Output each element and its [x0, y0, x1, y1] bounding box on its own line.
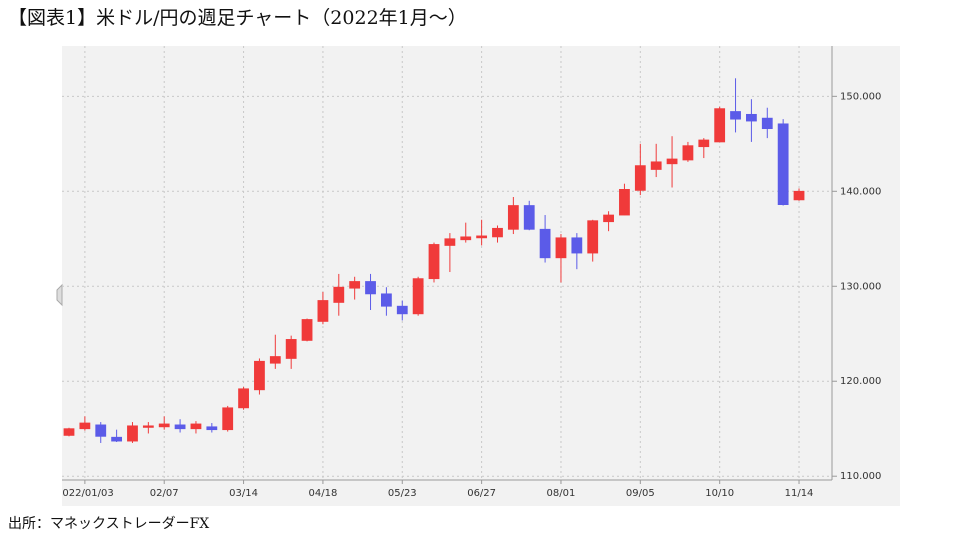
candle-body: [523, 205, 535, 230]
candle-body: [793, 190, 805, 201]
x-tick-label: 03/14: [229, 488, 258, 499]
candle-body: [444, 238, 456, 246]
candle-body: [206, 426, 218, 431]
candle-body: [158, 423, 170, 428]
candle-body: [666, 158, 678, 165]
y-tick-label: 150.000: [840, 91, 881, 102]
candle-body: [634, 165, 646, 191]
candle-body: [714, 108, 726, 143]
candle-body: [174, 424, 186, 430]
candle-body: [650, 161, 662, 170]
candle-body: [254, 360, 265, 391]
candle-body: [492, 227, 503, 238]
chart-title: 【図表1】米ドル/円の週足チャート（2022年1月～）: [8, 7, 467, 29]
candle-body: [317, 300, 329, 322]
y-tick-label: 120.000: [840, 376, 881, 387]
candle-body: [301, 319, 313, 341]
candle-body: [412, 278, 424, 315]
candle-body: [603, 214, 614, 223]
candle-body: [507, 205, 519, 230]
candle-body: [95, 424, 107, 437]
candle-body: [190, 423, 202, 430]
y-tick-label: 110.000: [840, 471, 881, 482]
candle-body: [396, 305, 408, 315]
candle-body: [238, 388, 249, 409]
candle-body: [142, 425, 154, 428]
candle-body: [777, 123, 789, 205]
candle-body: [269, 356, 281, 364]
candle-body: [682, 145, 694, 161]
x-tick-label: 04/18: [309, 488, 338, 499]
candle-body: [380, 293, 392, 307]
candle-body: [127, 425, 138, 442]
candle-body: [460, 236, 472, 241]
x-tick-label: 09/05: [626, 488, 655, 499]
plot: 2022/01/03 02/07 03/14 04/18 05/23 06/27 08/01…: [56, 46, 832, 499]
candle-body: [285, 339, 297, 359]
candle-body: [333, 286, 345, 303]
scroll-handle: [56, 283, 63, 307]
candle-body: [746, 113, 757, 122]
candle-body: [539, 228, 551, 259]
x-tick-label: 02/07: [150, 488, 179, 499]
candle-body: [79, 422, 91, 430]
candle-body: [63, 428, 75, 436]
candle-body: [111, 436, 123, 442]
candle-body: [428, 244, 440, 280]
candle-body: [761, 117, 773, 130]
candle-body: [349, 281, 361, 289]
y-tick-label: 140.000: [840, 186, 881, 197]
source: 出所：マネックストレーダーFX: [8, 516, 209, 532]
candle-body: [365, 281, 376, 295]
candle-body: [555, 237, 567, 259]
plot-background: [62, 46, 900, 506]
x-tick-label: 10/10: [705, 488, 734, 499]
candle-body: [571, 237, 583, 254]
candle-body: [698, 139, 710, 148]
x-tick-label: 06/27: [467, 488, 496, 499]
candle-body: [730, 111, 741, 120]
candle-body: [619, 189, 630, 216]
candle-body: [587, 220, 599, 254]
x-tick-label: 2022/01/03: [56, 488, 114, 499]
candle-body: [222, 407, 234, 431]
x-tick-label: 05/23: [388, 488, 417, 499]
x-tick-label: 11/14: [785, 488, 814, 499]
candle-body: [476, 235, 488, 239]
y-tick-label: 130.000: [840, 281, 881, 292]
x-tick-label: 08/01: [547, 488, 576, 499]
